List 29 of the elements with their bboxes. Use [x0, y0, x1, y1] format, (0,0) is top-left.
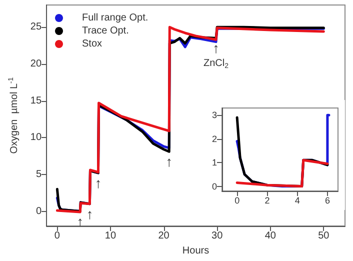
x-tick-label: 30 [212, 230, 224, 242]
line-series [236, 158, 329, 188]
x-tick-label: 4 [294, 196, 300, 206]
annotation: ↑ [166, 154, 173, 170]
y-tick-label: 5 [36, 168, 42, 180]
y-tick-label: 1 [212, 158, 217, 168]
y-tick-label: 0 [36, 206, 42, 217]
y-tick-label: 10 [30, 132, 42, 144]
x-tick-label: 10 [104, 230, 116, 242]
x-axis-title: Hours [182, 246, 210, 256]
x-tick-label: 40 [264, 230, 276, 242]
y-tick-label: 15 [30, 95, 42, 106]
annotation: ↑ [94, 174, 102, 191]
y-tick-label: 20 [30, 58, 42, 70]
annotation: ↑ [212, 40, 220, 56]
legend-label: Trace Opt. [82, 26, 129, 36]
legend-label: Full range Opt. [82, 12, 148, 24]
y-tick-label: 25 [30, 22, 42, 33]
y-tick-label: 0 [212, 181, 217, 192]
x-tick-label: 2 [264, 196, 270, 206]
legend-label: Stox [82, 38, 102, 50]
x-tick-label: 50 [318, 230, 330, 242]
x-tick-label: 0 [234, 196, 240, 206]
y-tick-label: 2 [212, 134, 217, 144]
x-tick-label: 0 [54, 230, 60, 242]
x-tick-label: 6 [324, 196, 330, 206]
annotation: ↑ [86, 206, 94, 222]
x-tick-label: 20 [158, 230, 170, 242]
y-tick-label: 3 [212, 110, 217, 120]
